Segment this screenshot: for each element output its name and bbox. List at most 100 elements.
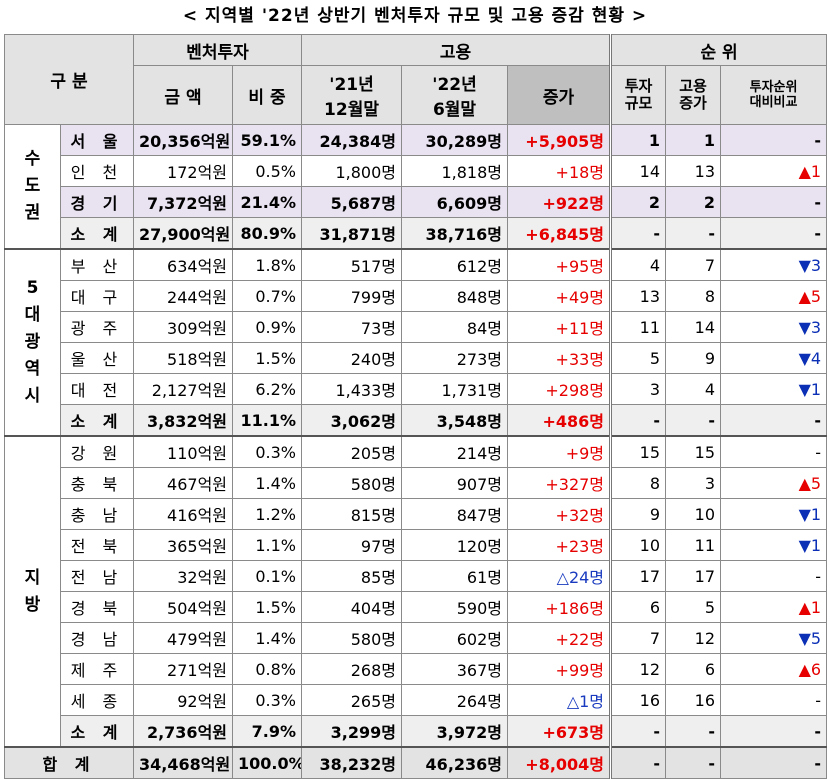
employment-dec21: 85명 [301, 560, 403, 592]
employment-dec21: 31,871명 [301, 217, 403, 250]
investment-share: 0.3% [232, 435, 303, 468]
employment-dec21: 240명 [301, 342, 403, 374]
rank-investment: - [610, 404, 667, 437]
employment-dec21: 815명 [301, 498, 403, 530]
table-header: 구 분 벤처투자 고용 순 위 금 액 비 중 '21년 12월말 '22년 6월말… [3, 34, 828, 125]
employment-jun22: 590명 [401, 591, 509, 623]
table-row: 경 기 7,372억원 21.4% 5,687명 6,609명 +922명 2 2- [5, 186, 828, 218]
rank-compare: - [720, 684, 828, 716]
region-name: 경 북 [59, 591, 135, 623]
investment-share: 0.1% [232, 560, 303, 592]
rank-compare: ▼5 [720, 622, 828, 654]
table-row: 세 종 92억원 0.3% 265명 264명 △1명 16 16- [5, 684, 828, 716]
rank-compare: ▲5 [720, 467, 828, 499]
region-name: 울 산 [59, 342, 135, 374]
header-increase: 증가 [507, 65, 613, 125]
table-row: 대 구 244억원 0.7% 799명 848명 +49명 13 8 ▲5 [5, 280, 828, 312]
rank-employment: 11 [665, 529, 722, 561]
investment-share: 59.1% [232, 124, 303, 156]
header-jun22: '22년 6월말 [401, 65, 509, 125]
rank-compare: ▼1 [720, 529, 828, 561]
employment-dec21: 24,384명 [301, 124, 403, 156]
employment-jun22: 3,972명 [401, 715, 509, 748]
investment-share: 80.9% [232, 217, 303, 250]
region-name: 소 계 [59, 404, 135, 437]
employment-dec21: 205명 [301, 435, 403, 468]
investment-amount: 244억원 [133, 280, 234, 312]
rank-investment: 16 [610, 684, 667, 716]
table-row: 전 북 365억원 1.1% 97명 120명 +23명 10 11 ▼1 [5, 529, 828, 561]
employment-increase: +6,845명 [507, 217, 613, 250]
rank-compare: ▼3 [720, 311, 828, 343]
employment-jun22: 264명 [401, 684, 509, 716]
rank-investment: 9 [610, 498, 667, 530]
rank-employment: 5 [665, 591, 722, 623]
rank-investment: 11 [610, 311, 667, 343]
employment-jun22: 214명 [401, 435, 509, 468]
investment-share: 0.9% [232, 311, 303, 343]
investment-amount: 416억원 [133, 498, 234, 530]
employment-increase: +22명 [507, 622, 613, 654]
investment-amount: 2,127억원 [133, 373, 234, 405]
investment-share: 7.9% [232, 715, 303, 748]
rank-compare: - [720, 435, 828, 468]
subtotal-row: 소 계 27,900억원 80.9% 31,871명 38,716명 +6,845명 - - - [4, 217, 828, 250]
rank-employment: 1 [665, 124, 722, 156]
rank-employment: - [665, 404, 722, 437]
employment-increase: +95명 [507, 248, 613, 281]
employment-dec21: 265명 [301, 684, 403, 716]
employment-increase: +32명 [507, 498, 613, 530]
employment-dec21: 3,062명 [301, 404, 403, 437]
rank-employment: - [665, 715, 722, 748]
investment-share: 1.1% [232, 529, 303, 561]
employment-increase: △24명 [507, 560, 613, 592]
investment-share: 6.2% [232, 373, 303, 405]
table-row: 경 남 479억원 1.4% 580명 602명 +22명 7 12 ▼5 [5, 622, 828, 654]
employment-jun22: 30,289명 [401, 124, 509, 156]
investment-amount: 2,736억원 [133, 715, 234, 748]
employment-dec21: 268명 [301, 653, 403, 685]
employment-increase: +298명 [507, 373, 613, 405]
employment-jun22: 612명 [401, 248, 509, 281]
investment-share: 0.3% [232, 684, 303, 716]
employment-dec21: 799명 [301, 280, 403, 312]
rank-employment: - [665, 217, 722, 250]
investment-amount: 32억원 [133, 560, 234, 592]
region-name: 소 계 [59, 217, 135, 250]
region-name: 대 전 [59, 373, 135, 405]
investment-share: 1.5% [232, 591, 303, 623]
rank-investment: 14 [610, 155, 667, 187]
employment-dec21: 1,800명 [301, 155, 403, 187]
rank-investment: 10 [610, 529, 667, 561]
employment-dec21: 1,433명 [301, 373, 403, 405]
employment-dec21: 404명 [301, 591, 403, 623]
rank-compare: ▼1 [720, 373, 828, 405]
investment-amount: 110억원 [133, 435, 234, 468]
rank-compare: - [720, 404, 828, 437]
rank-compare: - [720, 715, 828, 748]
employment-dec21: 517명 [301, 248, 403, 281]
region-name: 경 기 [59, 186, 135, 218]
rank-compare: ▲5 [720, 280, 828, 312]
rank-employment: 14 [665, 311, 722, 343]
region-name: 충 남 [59, 498, 135, 530]
employment-jun22: 1,731명 [401, 373, 509, 405]
employment-jun22: 367명 [401, 653, 509, 685]
employment-jun22: 907명 [401, 467, 509, 499]
investment-amount: 20,356억원 [133, 124, 234, 156]
rank-employment: 15 [665, 435, 722, 468]
rank-employment: 7 [665, 248, 722, 281]
investment-amount: 479억원 [133, 622, 234, 654]
employment-increase: +23명 [507, 529, 613, 561]
investment-amount: 92억원 [133, 684, 234, 716]
region-name: 전 남 [59, 560, 135, 592]
investment-share: 11.1% [232, 404, 303, 437]
rank-employment: 9 [665, 342, 722, 374]
employment-increase: +186명 [507, 591, 613, 623]
employment-dec21: 3,299명 [301, 715, 403, 748]
table-row: 대 전 2,127억원 6.2% 1,433명 1,731명 +298명 3 4 ▼1 [5, 373, 828, 405]
investment-share: 0.5% [232, 155, 303, 187]
